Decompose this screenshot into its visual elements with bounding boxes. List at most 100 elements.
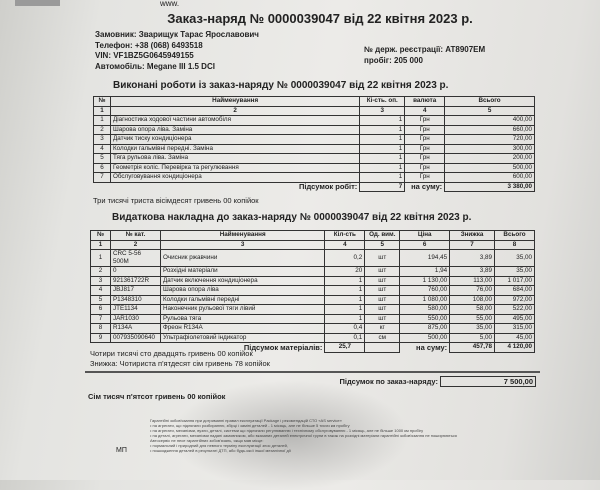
table-cell: 1 xyxy=(359,162,406,173)
table-row: 7 Обслуговування кондиціонера 1 Грн 600,00 xyxy=(93,172,535,183)
table-cell: 400,00 xyxy=(444,115,535,126)
materials-words: Чотири тисячі сто двадцять гривень 00 ко… xyxy=(90,349,253,358)
materials-total-label: Підсумок матеріалів: xyxy=(243,342,323,352)
table-cell: 684,00 xyxy=(494,285,535,296)
column-header: Кіл-сть xyxy=(324,230,366,241)
table-cell: 9 xyxy=(90,332,111,343)
table-cell: 35,00 xyxy=(449,323,496,334)
table-cell: 58,00 xyxy=(449,304,496,315)
table-row: 3 921361722R Датчик включення кондиціонера… xyxy=(90,275,535,286)
table-cell: см xyxy=(364,332,401,343)
table-cell: 194,45 xyxy=(399,249,451,267)
table-cell: 4 xyxy=(90,285,111,296)
table-cell: 76,00 xyxy=(449,285,496,296)
table-row: 8 R134A Фреон R134A 0,4 кг 875,00 35,00 315,00 xyxy=(90,323,535,334)
table-cell: 0 xyxy=(109,266,161,277)
website: www. xyxy=(160,0,180,8)
table-cell: 1 xyxy=(324,285,366,296)
materials-table: № № кат. Найменування Кіл-сть Од. вим. Ціна Зн… xyxy=(90,230,535,353)
table-row: 2 0 Розхідні матеріали 20 шт 1,94 3,89 35,00 xyxy=(90,266,535,277)
table-cell: 495,00 xyxy=(494,313,535,324)
table-cell: 0,2 xyxy=(324,249,366,267)
header-row: № Найменування Кі-сть. оп. валюта Всього xyxy=(93,96,535,107)
table-cell: 1 xyxy=(359,115,406,126)
table-cell: JTE1134 xyxy=(109,304,161,315)
table-row: 9 007935090640 Ультрафіолетовий індикатор 0… xyxy=(90,332,535,343)
table-row: 3 Датчик тиску кондиціонера 1 Грн 720,00 xyxy=(93,134,535,145)
table-cell: 3 xyxy=(93,134,111,145)
table-cell: Датчик тиску кондиціонера xyxy=(109,134,361,145)
table-cell: 550,00 xyxy=(399,313,451,324)
column-number: 8 xyxy=(494,239,535,250)
table-cell: 5 xyxy=(93,153,111,164)
table-cell: 300,00 xyxy=(444,143,535,154)
warranty-line: Гарантійні зобов'язання при дотриманні п… xyxy=(150,418,342,423)
column-header: Ціна xyxy=(399,230,451,241)
table-row: 5 P1348310 Колодки гальмівні передні 1 шт 1 0… xyxy=(90,294,535,305)
client-info: Замовник: Зварищук Тарас Ярославович Тел… xyxy=(95,30,259,72)
table-cell: 45,00 xyxy=(494,332,535,343)
materials-total-discount: 457,78 xyxy=(449,342,496,353)
table-cell: 972,00 xyxy=(494,294,535,305)
column-header: Од. вим. xyxy=(364,230,401,241)
table-cell: Шарова опора ліва xyxy=(159,285,326,296)
warranty-line: Автосервіс не несе гарантійних зобов'яза… xyxy=(150,438,264,443)
column-header: Найменування xyxy=(109,96,361,107)
table-cell: шт xyxy=(364,304,401,315)
table-cell: 35,00 xyxy=(494,266,535,277)
works-total-label: Підсумок робіт: xyxy=(299,182,358,191)
table-cell: 315,00 xyxy=(494,323,535,334)
table-cell: Грн xyxy=(404,115,446,126)
table-row: 4 JBJ817 Шарова опора ліва 1 шт 760,00 76,00 68… xyxy=(90,285,535,296)
table-cell: 35,00 xyxy=(494,249,535,267)
works-total-qty: 7 xyxy=(359,181,406,192)
column-header: № xyxy=(90,230,111,241)
logo xyxy=(15,0,60,6)
table-cell: 7 xyxy=(90,313,111,324)
table-cell: Тяга рульова ліва. Заміна xyxy=(109,153,361,164)
table-cell: Наконечник рульової тяги лівий xyxy=(159,304,326,315)
warranty-text: Гарантійні зобов'язання при дотриманні п… xyxy=(150,418,457,453)
column-number: 7 xyxy=(449,239,496,250)
discount-words: Знижка: Чотириста п'ятдесят сім гривень … xyxy=(90,359,270,368)
table-cell: шт xyxy=(364,275,401,286)
table-cell: 1 130,00 xyxy=(399,275,451,286)
table-cell: 1 xyxy=(359,143,406,154)
column-header: Всього xyxy=(494,230,535,241)
table-cell: Грн xyxy=(404,124,446,135)
table-cell: R134A xyxy=(109,323,161,334)
warranty-line: • пошкодження деталей в результаті ДТП, … xyxy=(150,448,291,453)
table-cell: 007935090640 xyxy=(109,332,161,343)
empty-cell xyxy=(364,342,401,353)
table-cell: 1 xyxy=(359,124,406,135)
column-number: 4 xyxy=(404,105,446,116)
table-cell: Обслуговування кондиціонера xyxy=(109,172,361,183)
table-cell: 1 xyxy=(359,153,406,164)
table-cell: 921361722R xyxy=(109,275,161,286)
table-cell: 1 xyxy=(90,249,111,267)
phone: Телефон: +38 (068) 6493518 xyxy=(95,40,203,50)
table-cell: 522,00 xyxy=(494,304,535,315)
table-cell: кг xyxy=(364,323,401,334)
header-row: № № кат. Найменування Кіл-сть Од. вим. Ціна Зн… xyxy=(90,230,535,241)
table-cell: шт xyxy=(364,266,401,277)
table-cell: 6 xyxy=(90,304,111,315)
column-number: 1 xyxy=(93,105,111,116)
table-cell: 1 xyxy=(359,134,406,145)
warranty-line: • нормальний і природний для певного тер… xyxy=(150,443,289,448)
column-number: 5 xyxy=(444,105,535,116)
table-cell: Датчик включення кондиціонера xyxy=(159,275,326,286)
table-cell: 6 xyxy=(93,162,111,173)
column-header: валюта xyxy=(404,96,446,107)
table-row: 5 Тяга рульова ліва. Заміна 1 Грн 200,00 xyxy=(93,153,535,164)
works-sum-label: на суму: xyxy=(411,182,443,191)
works-table: № Найменування Кі-сть. оп. валюта Всього 1 2 3 4… xyxy=(93,96,535,192)
materials-total-qty: 25,7 xyxy=(324,342,366,353)
works-total: 3 380,00 xyxy=(444,181,535,192)
table-cell: 2 xyxy=(90,266,111,277)
summary-row: Підсумок робіт: 7 на суму: 3 380,00 xyxy=(94,181,535,192)
vin: VIN: VF1BZ5G0645949155 xyxy=(95,51,194,60)
table-cell: 5 xyxy=(90,294,111,305)
table-cell: P1348310 xyxy=(109,294,161,305)
